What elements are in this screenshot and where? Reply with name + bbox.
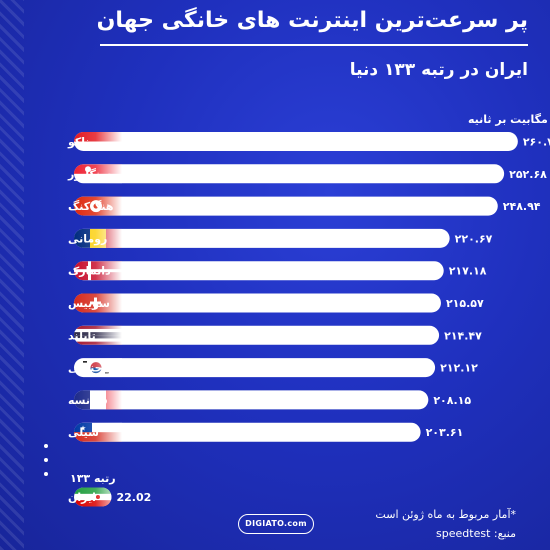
decorative-stripe <box>0 0 24 550</box>
digiato-logo: DIGIATO.com <box>238 514 314 534</box>
denmark-flag-icon <box>74 261 122 281</box>
value-label: ۲۶۰.۷۴ <box>523 136 550 149</box>
category-label: موناکو <box>67 136 103 149</box>
bar-row: کره‌جنوبی ۲۱۲.۱۲ <box>68 358 478 378</box>
category-label: سنگاپور <box>67 168 111 181</box>
value-label: ۲۱۲.۱۲ <box>440 362 478 375</box>
ellipsis-dots <box>44 444 50 486</box>
switzerland-flag-icon <box>74 293 122 313</box>
bar <box>74 358 436 378</box>
category-label: تایلند <box>68 329 96 342</box>
bar <box>74 164 505 184</box>
france-flag-icon <box>74 390 122 410</box>
bar-row: رومانی ۲۲۰.۶۷ <box>68 228 493 248</box>
chile-flag-icon: ★ <box>74 422 122 442</box>
category-label: رومانی <box>68 232 107 245</box>
bar <box>74 325 440 345</box>
bar-row: سنگاپور ۲۵۲.۶۸ <box>67 164 547 184</box>
bar-row: موناکو ۲۶۰.۷۴ <box>67 132 550 151</box>
iran-rank-label: رتبه ۱۳۳ <box>70 472 116 485</box>
bar-row: سوییس ۲۱۵.۵۷ <box>68 293 484 313</box>
value-label: ۲۲۰.۶۷ <box>455 232 493 245</box>
bar <box>74 261 444 281</box>
source-label: منبع: speedtest <box>436 527 516 540</box>
thailand-flag-icon <box>74 325 122 345</box>
bar <box>74 422 421 442</box>
category-label: شیلی <box>68 426 99 439</box>
bar-row-iran: ایران 22.02 <box>68 487 151 507</box>
bar-row: فرانسه ۲۰۸.۱۵ <box>68 390 471 410</box>
value-label: ۲۰۸.۱۵ <box>433 394 471 407</box>
value-label: ۲۰۳.۶۱ <box>426 426 464 439</box>
page-subtitle: ایران در رتبه ۱۳۳ دنیا <box>349 60 528 80</box>
value-label: 22.02 <box>116 491 151 504</box>
category-label: ایران <box>68 491 96 504</box>
bar <box>74 196 498 216</box>
unit-label: مگابیت بر ثانیه <box>468 113 548 126</box>
value-label: ۲۴۸.۹۴ <box>503 200 541 213</box>
iran-flag-icon <box>74 487 112 507</box>
value-label: ۲۱۵.۵۷ <box>446 297 484 310</box>
bar <box>74 132 518 151</box>
category-label: سوییس <box>68 297 110 310</box>
category-label: هنگ‌کنگ <box>68 199 114 213</box>
bar <box>74 390 429 410</box>
value-label: ۲۱۷.۱۸ <box>449 265 487 278</box>
bar-row: دانمارک ۲۱۷.۱۸ <box>68 261 487 281</box>
romania-flag-icon <box>74 228 122 248</box>
category-label: دانمارک <box>68 265 111 278</box>
value-label: ۲۵۲.۶۸ <box>509 168 547 181</box>
monaco-flag-icon <box>74 132 122 151</box>
category-label: فرانسه <box>68 394 108 407</box>
singapore-flag-icon <box>74 164 122 184</box>
footnote: *آمار مربوط به ماه ژوئن است <box>375 508 516 521</box>
value-label: ۲۱۴.۴۷ <box>444 329 482 342</box>
bar-row: هنگ‌کنگ ۲۴۸.۹۴ <box>68 196 541 216</box>
page-title: پر سرعت‌ترین اینترنت های خانگی جهان <box>96 8 528 33</box>
south-korea-flag-icon <box>74 358 122 378</box>
bar-row: تایلند ۲۱۴.۴۷ <box>68 325 482 345</box>
category-label: کره‌جنوبی <box>68 362 123 375</box>
bar-row: ★شیلی ۲۰۳.۶۱ <box>68 422 464 442</box>
title-underline <box>100 44 528 46</box>
hong-kong-flag-icon <box>74 196 122 216</box>
bar <box>74 228 450 248</box>
bar <box>74 293 441 313</box>
